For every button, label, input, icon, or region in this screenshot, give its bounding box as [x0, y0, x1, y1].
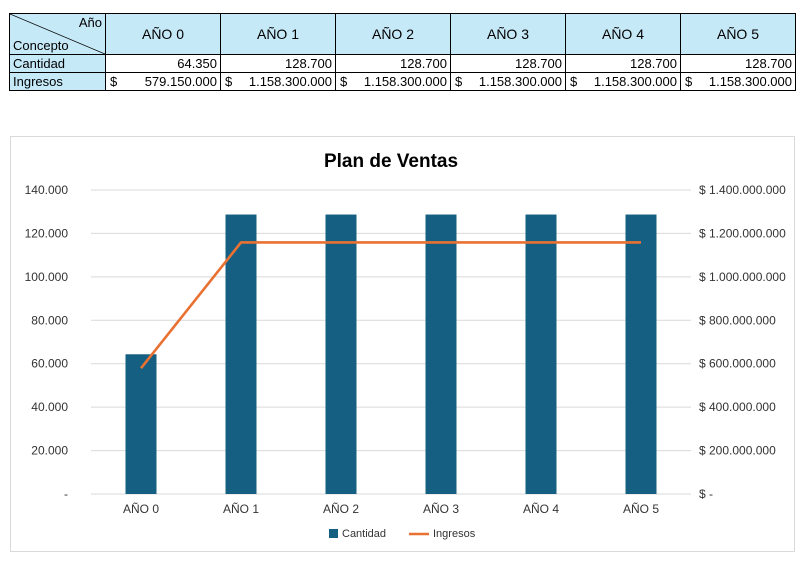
right-axis-tick-label: $ 800.000.000 — [699, 313, 776, 327]
x-axis-tick-label: AÑO 2 — [323, 502, 359, 516]
amount-value: 1.158.300.000 — [708, 74, 792, 89]
bar-cantidad — [325, 214, 357, 494]
corner-label-concept: Concepto — [13, 38, 69, 53]
currency-symbol: $ — [110, 74, 118, 89]
currency-symbol: $ — [570, 74, 578, 89]
table-cell[interactable]: $1.158.300.000 — [220, 72, 336, 91]
x-axis-tick-label: AÑO 4 — [523, 502, 559, 516]
left-axis-tick-label: 120.000 — [25, 226, 69, 240]
row-label-ingresos[interactable]: Ingresos — [9, 72, 106, 91]
line-ingresos — [139, 241, 641, 370]
right-axis-tick-label: $ 1.400.000.000 — [699, 183, 786, 197]
right-axis-tick-label: $ 1.200.000.000 — [699, 226, 786, 240]
table-cell[interactable]: $1.158.300.000 — [335, 72, 451, 91]
header-cell[interactable]: AÑO 5 — [680, 13, 796, 55]
currency-symbol: $ — [225, 74, 233, 89]
chart-area[interactable]: Plan de Ventas - $ - 20.000 $ 200.000.000 40.… — [10, 136, 795, 552]
combo-chart: Plan de Ventas - $ - 20.000 $ 200.000.000 40.… — [25, 151, 786, 540]
bar-cantidad — [225, 214, 257, 494]
left-axis-tick-label: 80.000 — [31, 313, 68, 327]
x-axis-tick-label: AÑO 0 — [123, 502, 159, 516]
currency-symbol: $ — [455, 74, 463, 89]
amount-value: 1.158.300.000 — [363, 74, 447, 89]
header-cell[interactable]: AÑO 2 — [335, 13, 451, 55]
legend-label-cantidad: Cantidad — [342, 528, 386, 540]
left-axis-tick-label: 100.000 — [25, 270, 69, 284]
table-cell[interactable]: 128.700 — [680, 54, 796, 73]
table-cell[interactable]: 64.350 — [105, 54, 221, 73]
currency-symbol: $ — [340, 74, 348, 89]
bar-cantidad — [525, 214, 557, 494]
header-cell[interactable]: AÑO 4 — [565, 13, 681, 55]
amount-value: 1.158.300.000 — [248, 74, 332, 89]
header-cell[interactable]: AÑO 0 — [105, 13, 221, 55]
bar-cantidad — [625, 214, 657, 494]
table-cell[interactable]: 128.700 — [220, 54, 336, 73]
right-axis-tick-label: $ 600.000.000 — [699, 357, 776, 371]
legend-label-ingresos: Ingresos — [433, 528, 476, 540]
right-axis-tick-label: $ - — [699, 487, 713, 501]
table-cell[interactable]: $579.150.000 — [105, 72, 221, 91]
amount-value: 579.150.000 — [144, 74, 217, 89]
left-axis-tick-label: 60.000 — [31, 357, 68, 371]
right-axis-tick-label: $ 1.000.000.000 — [699, 270, 786, 284]
currency-symbol: $ — [685, 74, 693, 89]
table-row-ingresos: Ingresos $579.150.000 $1.158.300.000 $1.… — [9, 72, 796, 91]
row-label-cantidad[interactable]: Cantidad — [9, 54, 106, 73]
amount-value: 1.158.300.000 — [593, 74, 677, 89]
x-axis-tick-label: AÑO 3 — [423, 502, 459, 516]
table-row-cantidad: Cantidad 64.350 128.700 128.700 128.700 … — [9, 54, 796, 73]
left-axis-tick-label: 20.000 — [31, 444, 68, 458]
diagonal-divider — [10, 14, 105, 54]
table-corner-cell[interactable]: Año Concepto — [9, 13, 106, 55]
table-cell[interactable]: $1.158.300.000 — [565, 72, 681, 91]
right-axis-tick-label: $ 400.000.000 — [699, 400, 776, 414]
header-cell[interactable]: AÑO 1 — [220, 13, 336, 55]
header-cell[interactable]: AÑO 3 — [450, 13, 566, 55]
legend-swatch-cantidad — [329, 529, 338, 538]
x-axis-tick-label: AÑO 5 — [623, 502, 659, 516]
table-cell[interactable]: 128.700 — [335, 54, 451, 73]
right-axis-tick-label: $ 200.000.000 — [699, 444, 776, 458]
corner-label-year: Año — [78, 15, 102, 30]
table-cell[interactable]: 128.700 — [450, 54, 566, 73]
table-header-row: Año Concepto AÑO 0 AÑO 1 AÑO 2 AÑO 3 AÑO… — [9, 13, 796, 55]
amount-value: 1.158.300.000 — [478, 74, 562, 89]
chart-title: Plan de Ventas — [324, 151, 458, 172]
table-cell[interactable]: $1.158.300.000 — [680, 72, 796, 91]
left-axis-tick-label: - — [64, 487, 68, 501]
bar-cantidad — [125, 354, 157, 494]
table-cell[interactable]: $1.158.300.000 — [450, 72, 566, 91]
bar-cantidad — [425, 214, 457, 494]
table-cell[interactable]: 128.700 — [565, 54, 681, 73]
x-axis-tick-label: AÑO 1 — [223, 502, 259, 516]
left-axis-tick-label: 40.000 — [31, 400, 68, 414]
data-table: Año Concepto AÑO 0 AÑO 1 AÑO 2 AÑO 3 AÑO… — [9, 13, 796, 91]
left-axis-tick-label: 140.000 — [25, 183, 69, 197]
